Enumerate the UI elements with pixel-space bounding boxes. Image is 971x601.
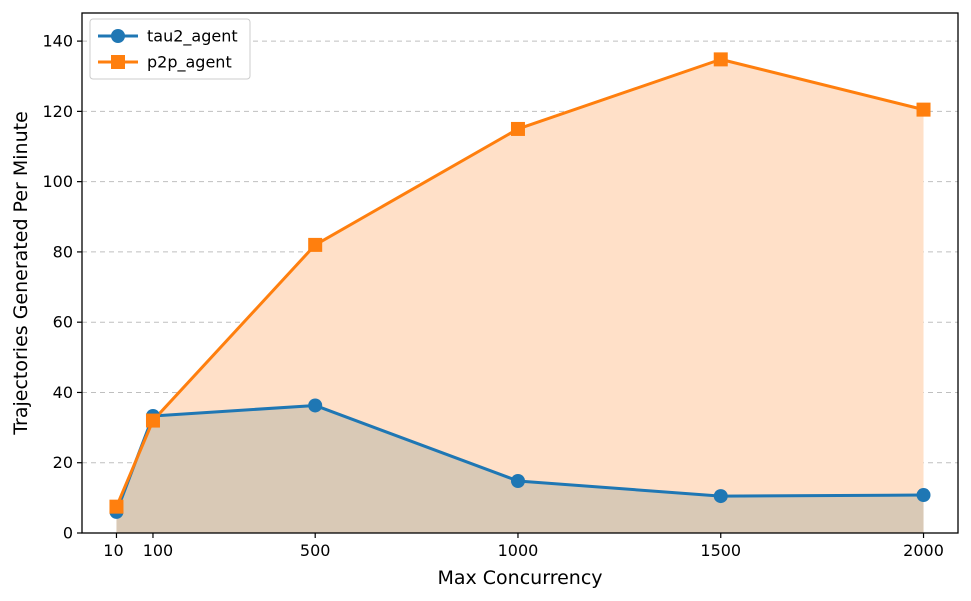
x-tick-label: 2000 — [903, 541, 944, 560]
legend-box — [89, 18, 251, 80]
x-tick-label: 100 — [143, 541, 174, 560]
y-tick-label: 100 — [42, 172, 73, 191]
legend: tau2_agent p2p_agent — [89, 18, 251, 80]
x-tick-label: 10 — [103, 541, 123, 560]
data-point-p2p_agent — [145, 413, 160, 428]
plot-frame — [81, 12, 959, 534]
y-tick-label: 40 — [53, 383, 73, 402]
data-point-p2p_agent — [308, 237, 323, 252]
x-tick-label: 1000 — [498, 541, 539, 560]
data-point-tau2_agent — [713, 489, 728, 504]
data-point-tau2_agent — [916, 488, 931, 503]
data-point-tau2_agent — [510, 474, 525, 488]
y-axis-title: Trajectories Generated Per Minute — [10, 111, 32, 436]
data-point-p2p_agent — [916, 102, 931, 117]
marker-layer — [109, 52, 931, 519]
tick-layer: 0 20 40 60 80 100 120 140 10 100 500 1000 1500 2000 — [42, 32, 943, 560]
data-point-p2p_agent — [510, 121, 525, 136]
legend-marker-p2p_agent — [111, 55, 125, 69]
legend-label-tau2_agent: tau2_agent — [147, 27, 238, 47]
y-tick-label: 0 — [63, 524, 73, 543]
x-axis-title: Max Concurrency — [437, 567, 602, 589]
y-tick-label: 80 — [53, 242, 73, 261]
data-point-p2p_agent — [713, 52, 728, 67]
legend-marker-tau2_agent — [111, 29, 125, 43]
series-line-layer — [115, 57, 924, 513]
x-tick-label: 500 — [300, 541, 331, 560]
y-tick-label: 60 — [53, 313, 73, 332]
x-tick-label: 1500 — [700, 541, 741, 560]
series-line-p2p_agent — [115, 57, 924, 508]
data-point-tau2_agent — [308, 398, 323, 413]
y-tick-label: 120 — [42, 102, 73, 121]
data-point-p2p_agent — [109, 499, 124, 514]
y-tick-label: 20 — [53, 453, 73, 472]
y-tick-label: 140 — [42, 32, 73, 51]
legend-label-p2p_agent: p2p_agent — [147, 53, 232, 73]
